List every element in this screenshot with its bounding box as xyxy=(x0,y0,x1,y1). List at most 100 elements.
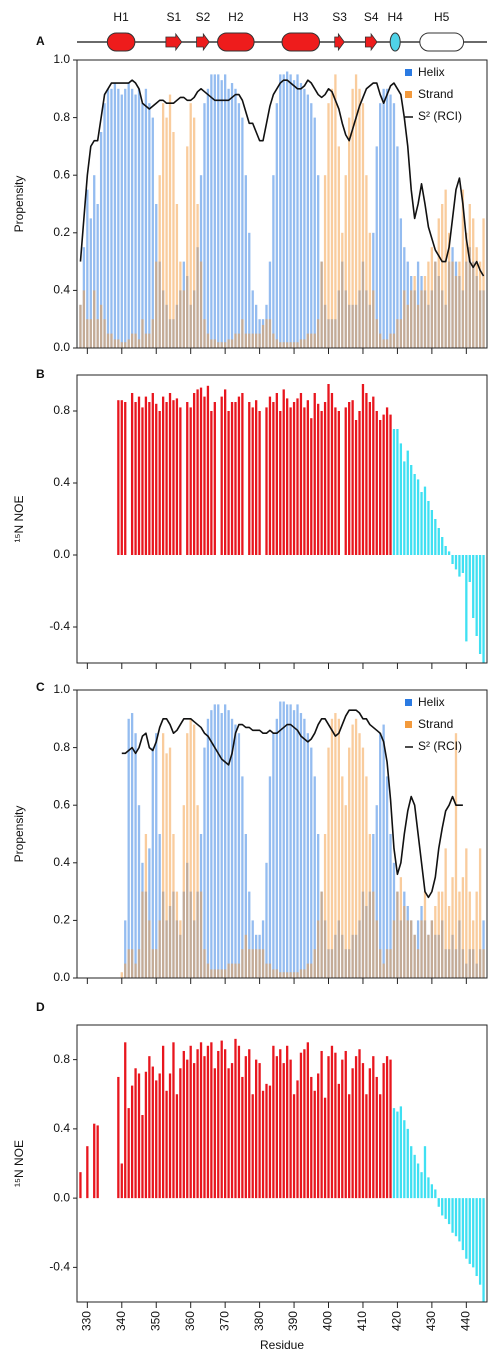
bar xyxy=(385,339,389,348)
panel: C Propensity 1.0 0.8 0.6 0.4 0.2 0.0 Helix Strand… xyxy=(12,680,488,984)
bar xyxy=(227,411,230,555)
bar xyxy=(175,204,179,348)
bar xyxy=(348,747,351,978)
bar xyxy=(127,83,130,348)
bar xyxy=(303,1049,306,1199)
bar xyxy=(427,261,430,348)
bar xyxy=(241,393,244,555)
bar xyxy=(379,733,382,978)
x-tick-label: 400 xyxy=(321,1311,335,1331)
bar xyxy=(296,74,299,349)
bar xyxy=(279,701,282,978)
panel: A Propensity 1.0 0.8 0.6 0.2 0.4 0.0 Helix Strand… xyxy=(12,10,488,354)
bar xyxy=(251,290,254,348)
bar xyxy=(434,1189,437,1199)
bar xyxy=(117,400,120,555)
bar xyxy=(423,1146,427,1199)
ss-label: S3 xyxy=(332,10,347,24)
bar xyxy=(186,733,189,978)
bar xyxy=(234,402,237,555)
bar xyxy=(189,1045,192,1199)
y-tick-label: 0.6 xyxy=(53,167,70,181)
bar xyxy=(403,1120,406,1199)
bar xyxy=(282,701,285,978)
bar xyxy=(375,805,378,978)
bar xyxy=(317,175,320,348)
bar xyxy=(255,333,258,348)
bar xyxy=(389,1059,392,1199)
bar xyxy=(265,862,268,978)
bar xyxy=(375,411,378,555)
bar xyxy=(227,339,230,348)
bar xyxy=(434,519,437,555)
bar xyxy=(451,877,454,978)
bar xyxy=(327,747,330,978)
bar xyxy=(79,304,82,348)
bar xyxy=(165,753,168,978)
bar xyxy=(358,411,361,555)
bar xyxy=(317,834,320,978)
bar xyxy=(292,80,296,348)
bar xyxy=(406,1128,409,1199)
ss-helix xyxy=(389,32,401,52)
bar xyxy=(358,733,361,978)
bar xyxy=(141,407,144,555)
bar xyxy=(268,261,272,348)
bar xyxy=(255,400,258,555)
legend-swatch xyxy=(405,69,412,76)
bar xyxy=(299,83,303,348)
bar xyxy=(220,342,223,348)
bar xyxy=(385,1056,389,1199)
bar xyxy=(451,1198,454,1233)
bar xyxy=(175,891,179,978)
bar xyxy=(430,247,434,348)
bar xyxy=(206,718,210,978)
bar xyxy=(282,74,285,349)
bar xyxy=(82,290,86,348)
bar xyxy=(330,718,334,978)
bar xyxy=(420,492,423,555)
bar xyxy=(230,83,234,348)
y-tick-label: 0.6 xyxy=(53,797,70,811)
bar xyxy=(272,969,275,978)
bar xyxy=(392,920,396,978)
bar xyxy=(478,848,482,978)
bar xyxy=(275,393,278,555)
bar xyxy=(230,402,234,555)
bar xyxy=(348,117,351,348)
x-tick-label: 370 xyxy=(217,1311,231,1331)
bar xyxy=(113,83,117,348)
plot-frame xyxy=(76,689,488,979)
bar xyxy=(196,204,199,348)
bar xyxy=(203,747,206,978)
bar xyxy=(303,339,306,348)
bar xyxy=(385,776,389,978)
bar xyxy=(210,339,213,348)
bar xyxy=(265,963,268,978)
bar xyxy=(389,333,392,348)
bar xyxy=(361,747,365,978)
bar xyxy=(327,1056,330,1199)
bar xyxy=(430,920,434,978)
bar xyxy=(358,88,361,349)
bar xyxy=(320,1050,323,1199)
bar xyxy=(292,342,296,348)
bar xyxy=(175,1094,179,1199)
bar xyxy=(396,1111,399,1199)
bar xyxy=(137,1073,141,1199)
bar xyxy=(327,103,330,348)
x-tick-label: 390 xyxy=(286,1311,300,1331)
bar xyxy=(461,189,465,348)
bar xyxy=(289,74,292,349)
bar xyxy=(137,396,141,555)
bar xyxy=(454,733,458,978)
bar xyxy=(306,733,309,978)
bar xyxy=(151,747,154,978)
bar xyxy=(451,555,454,564)
bar xyxy=(299,393,303,555)
bar xyxy=(168,393,172,555)
ss-label: H5 xyxy=(434,10,450,24)
bar xyxy=(447,551,451,555)
bar xyxy=(161,103,165,348)
